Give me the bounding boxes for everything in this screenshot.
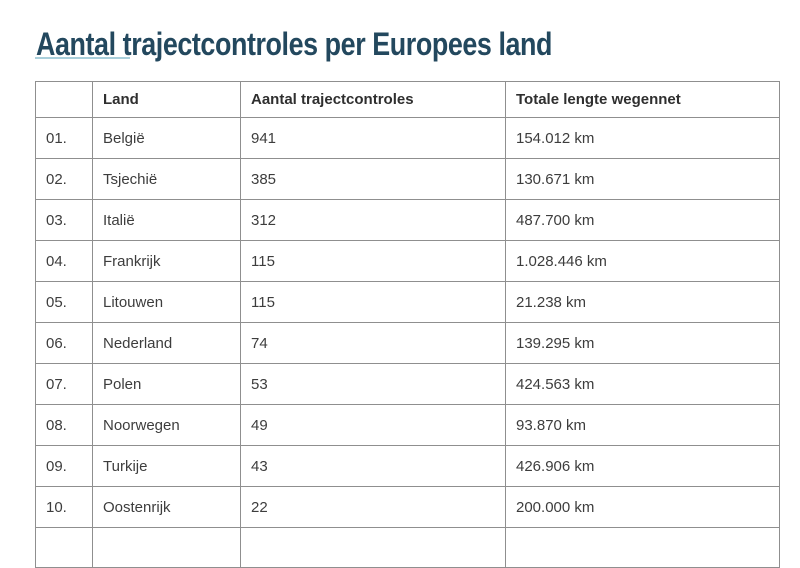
controles-cell: 115 bbox=[240, 240, 506, 282]
rank-cell: 05. bbox=[35, 281, 93, 323]
land-cell: Polen bbox=[92, 363, 241, 405]
lengte-cell: 424.563 km bbox=[505, 363, 780, 405]
table-row: 10. Oostenrijk 22 200.000 km bbox=[35, 486, 780, 528]
rank-cell: 08. bbox=[35, 404, 93, 446]
table-header: Land Aantal trajectcontroles Totale leng… bbox=[35, 81, 780, 118]
lengte-cell: 426.906 km bbox=[505, 445, 780, 487]
land-cell: Noorwegen bbox=[92, 404, 241, 446]
controles-cell: 49 bbox=[240, 404, 506, 446]
lengte-cell: 130.671 km bbox=[505, 158, 780, 200]
controles-cell: 385 bbox=[240, 158, 506, 200]
lengte-cell-empty bbox=[505, 527, 780, 568]
page-root: { "colors": { "title_text": "#23485e", "… bbox=[35, 26, 780, 568]
rank-cell: 10. bbox=[35, 486, 93, 528]
header-cell-rank bbox=[35, 81, 93, 118]
table-row: 06. Nederland 74 139.295 km bbox=[35, 322, 780, 364]
rank-cell: 03. bbox=[35, 199, 93, 241]
land-cell: Nederland bbox=[92, 322, 241, 364]
lengte-cell: 200.000 km bbox=[505, 486, 780, 528]
table-row: 09. Turkije 43 426.906 km bbox=[35, 445, 780, 487]
rank-cell: 04. bbox=[35, 240, 93, 282]
table-row: 08. Noorwegen 49 93.870 km bbox=[35, 404, 780, 446]
lengte-cell: 154.012 km bbox=[505, 117, 780, 159]
land-cell: Frankrijk bbox=[92, 240, 241, 282]
controles-cell: 115 bbox=[240, 281, 506, 323]
header-cell-aantal-trajectcontroles: Aantal trajectcontroles bbox=[240, 81, 506, 118]
land-cell-empty bbox=[92, 527, 241, 568]
table-row: 02. Tsjechië 385 130.671 km bbox=[35, 158, 780, 200]
controles-cell-empty bbox=[240, 527, 506, 568]
lengte-cell: 487.700 km bbox=[505, 199, 780, 241]
land-cell: Litouwen bbox=[92, 281, 241, 323]
page-title: Aantal trajectcontroles per Europees lan… bbox=[36, 26, 553, 63]
controles-cell: 74 bbox=[240, 322, 506, 364]
table-row-partial-cutoff bbox=[35, 527, 780, 568]
controles-cell: 53 bbox=[240, 363, 506, 405]
land-cell: Tsjechië bbox=[92, 158, 241, 200]
lengte-cell: 1.028.446 km bbox=[505, 240, 780, 282]
controles-cell: 312 bbox=[240, 199, 506, 241]
rank-cell: 06. bbox=[35, 322, 93, 364]
table-row: 05. Litouwen 115 21.238 km bbox=[35, 281, 780, 323]
table-row: 04. Frankrijk 115 1.028.446 km bbox=[35, 240, 780, 282]
table-row: 07. Polen 53 424.563 km bbox=[35, 363, 780, 405]
land-cell: Italië bbox=[92, 199, 241, 241]
controles-cell: 22 bbox=[240, 486, 506, 528]
title-accent-underline bbox=[35, 57, 130, 59]
controles-cell: 941 bbox=[240, 117, 506, 159]
rank-cell: 01. bbox=[35, 117, 93, 159]
rank-cell: 02. bbox=[35, 158, 93, 200]
lengte-cell: 93.870 km bbox=[505, 404, 780, 446]
table-body: 01. België 941 154.012 km 02. Tsjechië 3… bbox=[35, 117, 780, 568]
land-cell: Turkije bbox=[92, 445, 241, 487]
lengte-cell: 139.295 km bbox=[505, 322, 780, 364]
lengte-cell: 21.238 km bbox=[505, 281, 780, 323]
controles-cell: 43 bbox=[240, 445, 506, 487]
rank-cell-empty bbox=[35, 527, 93, 568]
rank-cell: 09. bbox=[35, 445, 93, 487]
trajectcontroles-table: Land Aantal trajectcontroles Totale leng… bbox=[35, 81, 780, 568]
header-cell-land: Land bbox=[92, 81, 241, 118]
table-header-row: Land Aantal trajectcontroles Totale leng… bbox=[35, 81, 780, 118]
rank-cell: 07. bbox=[35, 363, 93, 405]
land-cell: Oostenrijk bbox=[92, 486, 241, 528]
header-cell-totale-lengte-wegennet: Totale lengte wegennet bbox=[505, 81, 780, 118]
land-cell: België bbox=[92, 117, 241, 159]
table-row: 03. Italië 312 487.700 km bbox=[35, 199, 780, 241]
table-row: 01. België 941 154.012 km bbox=[35, 117, 780, 159]
